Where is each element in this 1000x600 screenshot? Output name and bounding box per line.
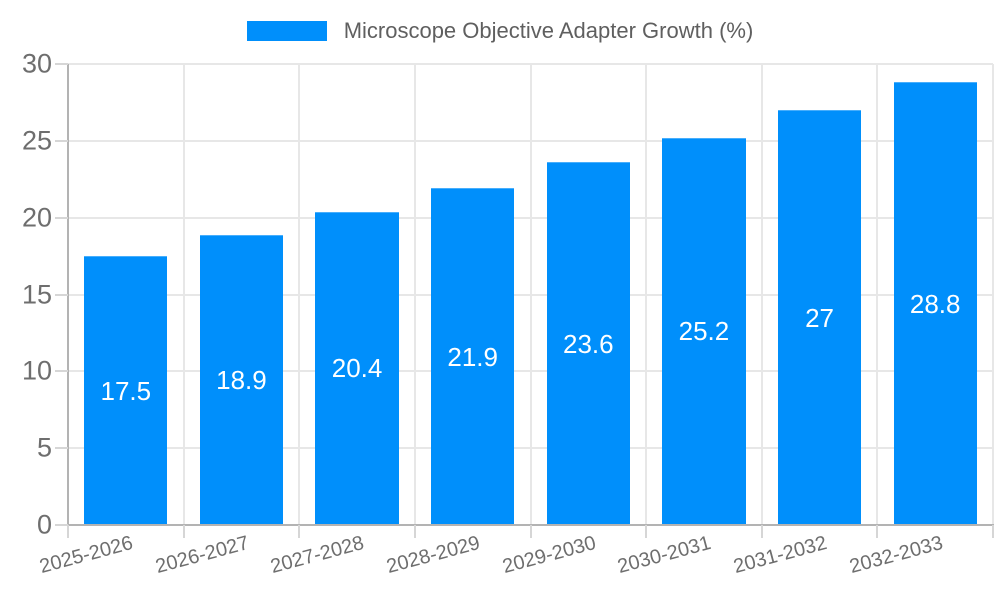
x-tick-mark bbox=[298, 525, 301, 538]
v-gridline bbox=[298, 64, 301, 525]
x-tick-mark bbox=[413, 525, 416, 538]
y-axis-line bbox=[67, 64, 69, 525]
bar[interactable]: 25.2 bbox=[662, 137, 746, 525]
bar[interactable]: 23.6 bbox=[546, 162, 630, 525]
x-tick-mark bbox=[876, 525, 879, 538]
x-tick-mark bbox=[645, 525, 648, 538]
v-gridline bbox=[529, 64, 532, 525]
bar[interactable]: 18.9 bbox=[199, 234, 284, 525]
v-gridline bbox=[992, 64, 994, 525]
v-gridline bbox=[645, 64, 648, 525]
x-tick-label: 2032-2033 bbox=[846, 532, 945, 579]
y-tick-mark bbox=[55, 524, 68, 526]
y-tick-label: 30 bbox=[21, 48, 52, 79]
bar-value-label: 28.8 bbox=[909, 288, 961, 319]
x-tick-mark bbox=[182, 525, 185, 538]
x-tick-mark bbox=[760, 525, 763, 538]
bar-value-label: 21.9 bbox=[447, 341, 498, 372]
v-gridline bbox=[876, 64, 879, 525]
plot-area: 17.5 18.9 20.4 21.9 23.6 25.2 27 28.8 bbox=[67, 63, 994, 526]
bar[interactable]: 17.5 bbox=[84, 256, 168, 525]
bar[interactable]: 28.8 bbox=[893, 82, 977, 525]
bar-value-label: 25.2 bbox=[678, 316, 730, 347]
legend-swatch-icon bbox=[246, 21, 327, 41]
bar[interactable]: 21.9 bbox=[431, 188, 515, 525]
y-tick-mark bbox=[55, 139, 68, 142]
bar-value-label: 23.6 bbox=[563, 328, 614, 359]
y-tick-label: 15 bbox=[21, 279, 52, 309]
x-tick-label: 2028-2029 bbox=[384, 532, 483, 579]
y-tick-mark bbox=[55, 370, 68, 373]
y-tick-label: 25 bbox=[21, 125, 52, 156]
bar[interactable]: 20.4 bbox=[315, 211, 399, 525]
v-gridline bbox=[413, 64, 416, 525]
y-tick-label: 5 bbox=[36, 432, 52, 463]
bar-value-label: 27 bbox=[805, 302, 835, 333]
bar-value-label: 20.4 bbox=[331, 353, 383, 384]
x-tick-label: 2030-2031 bbox=[615, 532, 714, 579]
x-tick-mark bbox=[67, 525, 69, 538]
bar[interactable]: 27 bbox=[777, 110, 862, 525]
y-tick-label: 10 bbox=[21, 355, 52, 386]
x-tick-label: 2031-2032 bbox=[731, 532, 830, 579]
bar-value-label: 18.9 bbox=[216, 364, 267, 395]
x-tick-mark bbox=[529, 525, 532, 538]
v-gridline bbox=[182, 64, 185, 525]
bar-value-label: 17.5 bbox=[100, 375, 152, 406]
x-tick-label: 2026-2027 bbox=[153, 532, 252, 579]
y-tick-mark bbox=[55, 216, 68, 219]
legend-item[interactable]: Microscope Objective Adapter Growth (%) bbox=[0, 17, 1000, 45]
y-tick-label: 0 bbox=[36, 509, 52, 540]
x-tick-label: 2025-2026 bbox=[37, 532, 136, 579]
y-tick-mark bbox=[55, 63, 68, 65]
y-tick-mark bbox=[55, 293, 68, 296]
x-tick-label: 2027-2028 bbox=[268, 532, 367, 579]
legend-label: Microscope Objective Adapter Growth (%) bbox=[343, 18, 754, 43]
y-tick-mark bbox=[55, 447, 68, 450]
x-tick-label: 2029-2030 bbox=[499, 532, 599, 579]
x-tick-mark bbox=[992, 525, 994, 538]
v-gridline bbox=[760, 64, 763, 525]
y-tick-label: 20 bbox=[21, 202, 52, 233]
